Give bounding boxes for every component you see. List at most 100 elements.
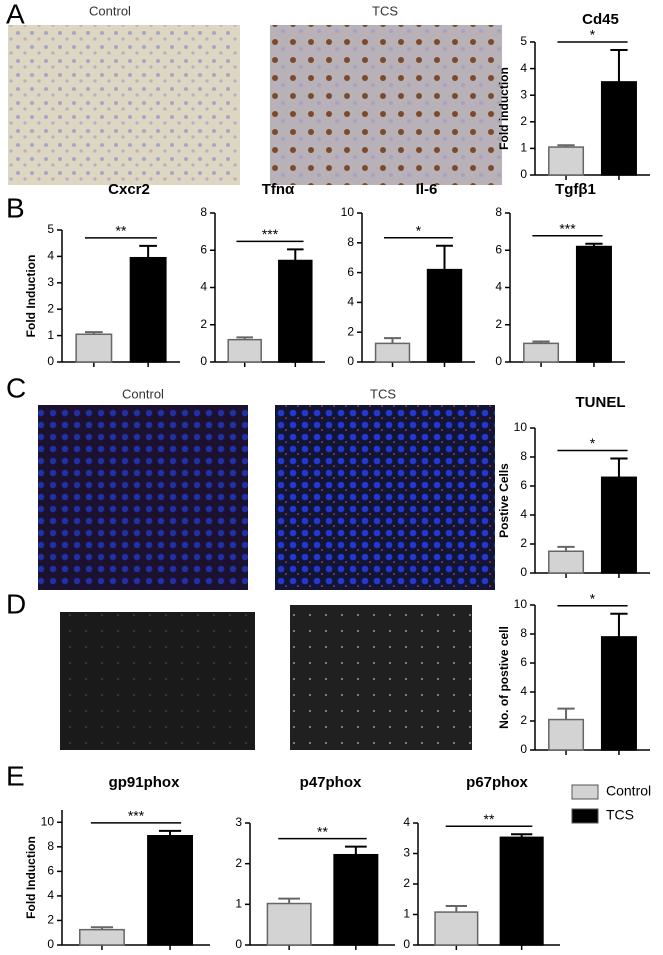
significance: *** [128, 808, 145, 824]
y-axis-label: Postive Cells [497, 463, 511, 538]
bar [600, 476, 637, 574]
y-tick-label: 10 [514, 597, 528, 611]
y-tick-label: 0 [235, 937, 242, 951]
chart-title: Cxcr2 [108, 181, 150, 198]
caption: Control [89, 3, 131, 18]
y-tick-label: 2 [235, 856, 242, 870]
chart-title: Il-6 [416, 181, 438, 198]
y-tick-label: 1 [235, 897, 242, 911]
y-tick-label: 0 [520, 742, 527, 756]
y-tick-label: 5 [520, 34, 527, 48]
y-tick-label: 0 [47, 937, 54, 951]
bar [75, 333, 113, 363]
significance: * [590, 27, 596, 43]
y-tick-label: 10 [514, 420, 528, 434]
caption: Control [122, 386, 164, 401]
micrograph [60, 612, 255, 750]
bar [266, 902, 312, 946]
bar [434, 911, 479, 946]
y-tick-label: 0 [47, 354, 54, 368]
chart-title: Tfnα [262, 181, 295, 198]
y-tick-label: 2 [347, 324, 354, 338]
y-tick-label: 4 [347, 295, 354, 309]
micrograph [290, 605, 472, 750]
micrograph [270, 25, 502, 185]
bar [333, 853, 379, 946]
legend-label: Control [606, 783, 651, 799]
y-tick-label: 2 [47, 301, 54, 315]
chart-title: Tgfβ1 [555, 181, 596, 198]
y-tick-label: 2 [520, 713, 527, 727]
bar [278, 259, 313, 363]
panel-letter: E [6, 760, 25, 791]
chart-title: p47phox [300, 774, 362, 791]
legend-swatch [571, 808, 599, 824]
caption: TCS [372, 3, 398, 18]
y-tick-label: 5 [47, 222, 54, 236]
significance: *** [262, 226, 279, 242]
micrograph [275, 405, 495, 590]
y-tick-label: 4 [47, 888, 54, 902]
bar [499, 836, 544, 946]
y-tick-label: 1 [47, 328, 54, 342]
significance: ** [116, 223, 127, 239]
y-tick-label: 4 [520, 61, 527, 75]
y-tick-label: 6 [347, 265, 354, 279]
y-tick-label: 0 [520, 167, 527, 181]
y-tick-label: 0 [347, 354, 354, 368]
y-tick-label: 1 [520, 141, 527, 155]
bar [548, 718, 585, 751]
y-tick-label: 0 [495, 354, 502, 368]
bar [129, 256, 167, 363]
chart-title: p67phox [466, 774, 528, 791]
y-tick-label: 6 [200, 242, 207, 256]
chart-title: TUNEL [576, 394, 626, 411]
y-tick-label: 6 [47, 864, 54, 878]
y-tick-label: 6 [495, 242, 502, 256]
bar [79, 928, 125, 946]
y-tick-label: 3 [47, 275, 54, 289]
y-tick-label: 1 [403, 907, 410, 921]
y-tick-label: 4 [47, 249, 54, 263]
y-tick-label: 3 [235, 815, 242, 829]
y-tick-label: 4 [520, 684, 527, 698]
bar [227, 338, 262, 363]
y-tick-label: 4 [520, 507, 527, 521]
chart-title: Cd45 [582, 11, 619, 28]
significance: * [416, 222, 422, 238]
y-tick-label: 0 [403, 937, 410, 951]
bar [548, 146, 585, 176]
y-tick-label: 2 [520, 114, 527, 128]
y-tick-label: 2 [495, 317, 502, 331]
chart-title: gp91phox [109, 774, 180, 791]
panel-letter: B [6, 192, 25, 223]
y-tick-label: 3 [403, 846, 410, 860]
y-axis-label: No. of postive cell [497, 626, 511, 729]
y-tick-label: 8 [520, 449, 527, 463]
micrograph [8, 25, 240, 185]
y-tick-label: 0 [200, 354, 207, 368]
panel-letter: A [6, 0, 25, 29]
y-tick-label: 8 [495, 205, 502, 219]
y-tick-label: 2 [403, 876, 410, 890]
bar [147, 835, 193, 946]
significance: *** [559, 220, 576, 236]
significance: * [590, 590, 596, 606]
y-tick-label: 4 [200, 280, 207, 294]
y-tick-label: 8 [347, 235, 354, 249]
y-tick-label: 8 [520, 626, 527, 640]
bar [426, 268, 463, 363]
y-tick-label: 8 [47, 839, 54, 853]
y-tick-label: 4 [495, 280, 502, 294]
significance: ** [484, 811, 495, 827]
y-tick-label: 0 [520, 565, 527, 579]
y-tick-label: 6 [520, 478, 527, 492]
y-axis-label: Fold Induction [24, 836, 38, 919]
legend-swatch [571, 784, 599, 800]
y-tick-label: 6 [520, 655, 527, 669]
panel-letter: C [6, 372, 26, 403]
y-tick-label: 3 [520, 87, 527, 101]
bar [523, 342, 560, 363]
significance: ** [317, 823, 328, 839]
